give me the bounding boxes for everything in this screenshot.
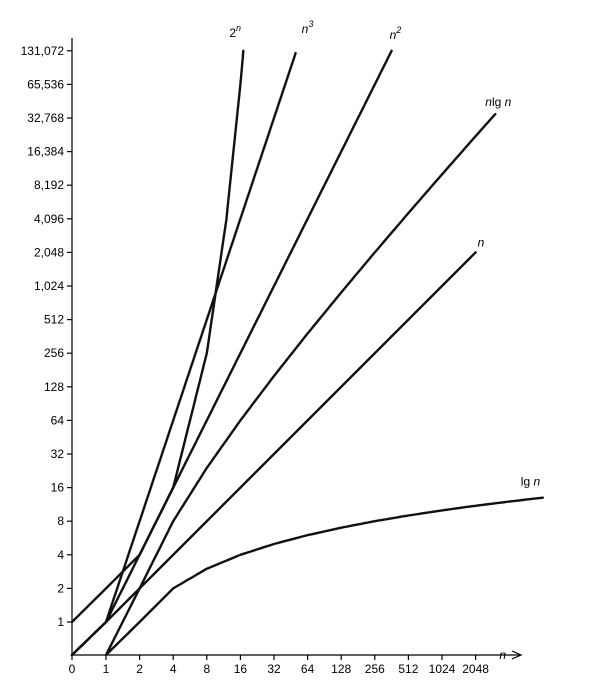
x-tick-label: 0 [69, 662, 76, 676]
y-tick-label: 1 [57, 615, 64, 629]
series-label: n3 [302, 19, 314, 36]
y-tick-label: 1,024 [34, 279, 64, 293]
y-tick-label: 128 [44, 380, 64, 394]
x-axis-label: n [499, 648, 506, 662]
y-tick-label: 32,768 [27, 111, 64, 125]
y-tick-label: 64 [51, 413, 65, 427]
x-tick-label: 4 [170, 662, 177, 676]
y-tick-label: 32 [51, 447, 65, 461]
x-tick-label: 8 [203, 662, 210, 676]
curves-layer [70, 49, 544, 657]
x-tick-label: 1 [103, 662, 110, 676]
curve-n-lg-n [104, 112, 497, 657]
series-label: nlg n [485, 95, 511, 109]
axes-layer [67, 38, 523, 660]
labels-layer: 12481632641282565121,0242,0484,0968,1921… [21, 19, 541, 676]
y-tick-label: 8 [57, 514, 64, 528]
x-tick-label: 256 [365, 662, 385, 676]
x-axis-arrow-icon [511, 650, 523, 660]
curve-n-3 [70, 51, 297, 657]
series-label: 2n [229, 23, 241, 40]
curve-n-2 [70, 49, 393, 657]
series-label: n [478, 235, 485, 249]
series-label: n2 [390, 25, 402, 42]
curve-lg-n [104, 496, 544, 657]
y-tick-label: 16,384 [27, 145, 64, 159]
y-tick-label: 131,072 [21, 44, 65, 58]
x-tick-label: 512 [398, 662, 418, 676]
y-tick-label: 2 [57, 581, 64, 595]
y-tick-label: 4,096 [34, 212, 64, 226]
x-tick-label: 2 [136, 662, 143, 676]
x-tick-label: 2048 [462, 662, 489, 676]
x-tick-label: 16 [234, 662, 248, 676]
x-tick-label: 32 [267, 662, 281, 676]
y-tick-label: 256 [44, 346, 64, 360]
x-tick-label: 1024 [429, 662, 456, 676]
x-tick-label: 64 [301, 662, 315, 676]
y-tick-label: 512 [44, 313, 64, 327]
y-tick-label: 2,048 [34, 245, 64, 259]
series-label: lg n [521, 475, 541, 489]
y-tick-label: 4 [57, 548, 64, 562]
curve-n [70, 251, 477, 657]
curve-2-n [70, 49, 245, 624]
y-tick-label: 65,536 [27, 77, 64, 91]
x-tick-label: 128 [331, 662, 351, 676]
y-tick-label: 16 [51, 481, 65, 495]
y-tick-label: 8,192 [34, 178, 64, 192]
